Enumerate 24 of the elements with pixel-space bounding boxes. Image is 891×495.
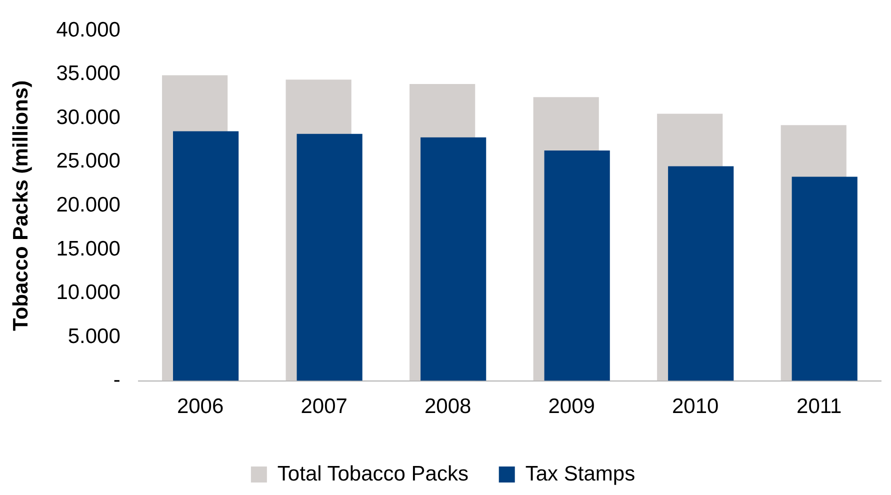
y-tick-label: 30.000 [56, 106, 120, 129]
y-tick-label: 20.000 [56, 193, 120, 216]
bar [792, 176, 858, 381]
x-tick-label: 2008 [424, 395, 472, 418]
y-tick-label: 40.000 [56, 18, 120, 42]
bar [296, 134, 362, 381]
bar [544, 150, 610, 381]
y-tick-label: 5.000 [68, 324, 120, 348]
x-tick-label: 2010 [672, 395, 719, 418]
y-tick-label: 15.000 [56, 237, 120, 260]
legend-label: Tax Stamps [525, 462, 636, 486]
x-tick-label: 2006 [176, 395, 224, 418]
x-tick-label: 2009 [548, 395, 595, 418]
bar [420, 137, 486, 381]
legend-label: Total Tobacco Packs [277, 462, 468, 486]
x-tick-label: 2011 [796, 395, 842, 418]
y-tick-label: 10.000 [56, 281, 120, 304]
y-tick-label: 25.000 [56, 150, 120, 173]
y-axis-title: Tobacco Packs (millions) [9, 80, 32, 331]
bar [668, 166, 734, 381]
y-tick-label: - [113, 368, 120, 392]
x-tick-label: 2007 [300, 395, 348, 418]
bar [173, 131, 239, 381]
y-tick-label: 35.000 [56, 62, 120, 86]
